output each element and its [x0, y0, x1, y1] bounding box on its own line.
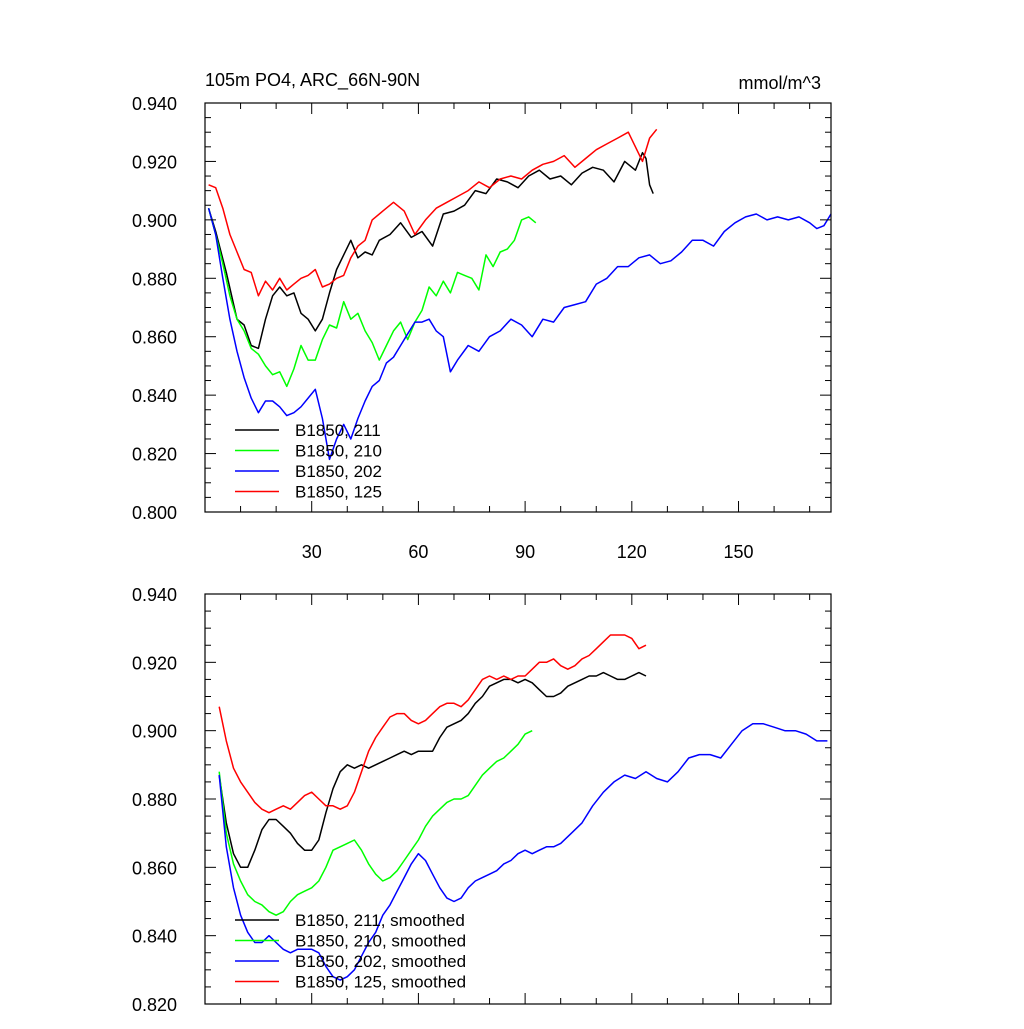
legend-label: B1850, 211 — [295, 421, 381, 440]
y-tick-label: 0.940 — [132, 94, 177, 114]
series-line-1-1 — [218, 730, 533, 916]
legend-label: B1850, 211, smoothed — [295, 911, 465, 930]
panel-bottom: 0.820 0.840 0.860 0.880 0.900 0.920 0.940 B1850… — [132, 585, 832, 1015]
series-line-0-3 — [208, 128, 658, 297]
y-tick-label: 0.840 — [132, 927, 177, 947]
y-tick-label: 0.840 — [132, 386, 177, 406]
units-label: mmol/m^3 — [739, 73, 821, 93]
y-tick-label: 0.800 — [132, 503, 177, 523]
legend-label: B1850, 210 — [295, 442, 382, 461]
legend-label: B1850, 202, smoothed — [295, 952, 466, 971]
panel-top: 0.800 0.820 0.840 0.860 0.880 0.900 0.920 0.940… — [132, 70, 832, 562]
series-line-0-2 — [207, 208, 832, 461]
y-tick-label: 0.880 — [132, 790, 177, 810]
legend-label: B1850, 125, smoothed — [295, 973, 466, 992]
x-tick-label: 90 — [515, 542, 535, 562]
series-line-0-1 — [207, 208, 537, 388]
series-line-1-2 — [218, 723, 828, 981]
x-tick-label: 60 — [408, 542, 428, 562]
series-line-0-0 — [207, 151, 654, 350]
y-tick-label: 0.900 — [132, 211, 177, 231]
legend-label: B1850, 202 — [295, 462, 382, 481]
y-tick-label: 0.940 — [132, 585, 177, 605]
y-tick-label: 0.900 — [132, 722, 177, 742]
series-line-1-0 — [218, 671, 647, 869]
y-tick-label: 0.920 — [132, 653, 177, 673]
y-tick-label: 0.880 — [132, 269, 177, 289]
y-tick-label: 0.820 — [132, 995, 177, 1015]
y-tick-label: 0.820 — [132, 445, 177, 465]
x-tick-label: 150 — [723, 542, 753, 562]
y-tick-label: 0.860 — [132, 328, 177, 348]
legend-label: B1850, 210, smoothed — [295, 932, 466, 951]
x-tick-label: 30 — [302, 542, 322, 562]
x-tick-label: 120 — [617, 542, 647, 562]
y-tick-label: 0.920 — [132, 152, 177, 172]
chart-title: 105m PO4, ARC_66N-90N — [205, 70, 420, 91]
legend-label: B1850, 125 — [295, 483, 382, 502]
y-tick-label: 0.860 — [132, 858, 177, 878]
series-line-1-3 — [218, 634, 647, 814]
